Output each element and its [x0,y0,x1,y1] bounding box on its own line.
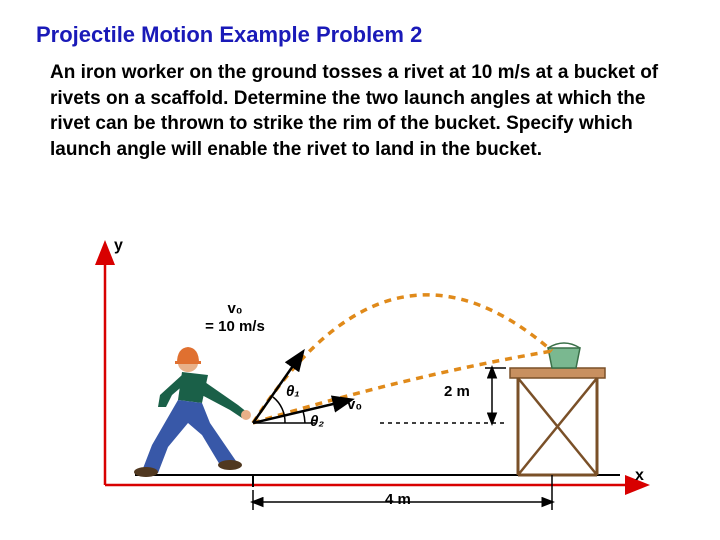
diagram-container: y x v₀ = 10 m/s v₀ θ₁ θ₂ 2 m 4 m [90,235,660,515]
v0-lower-label: v₀ [347,396,362,414]
distance-label: 4 m [385,491,411,509]
scaffold-icon [510,368,605,475]
bucket-icon [548,343,580,368]
problem-statement: An iron worker on the ground tosses a ri… [50,60,660,163]
page-title: Projectile Motion Example Problem 2 [36,22,422,48]
theta1-label: θ₁ [286,383,300,401]
height-label: 2 m [444,383,470,401]
worker-icon [134,347,251,477]
angle-theta2 [303,411,305,423]
theta2-label: θ₂ [310,413,324,431]
y-axis-label: y [114,237,123,255]
x-axis-label: x [635,467,644,485]
diagram-svg [90,235,660,515]
v0-upper-label: v₀ = 10 m/s [190,300,280,336]
